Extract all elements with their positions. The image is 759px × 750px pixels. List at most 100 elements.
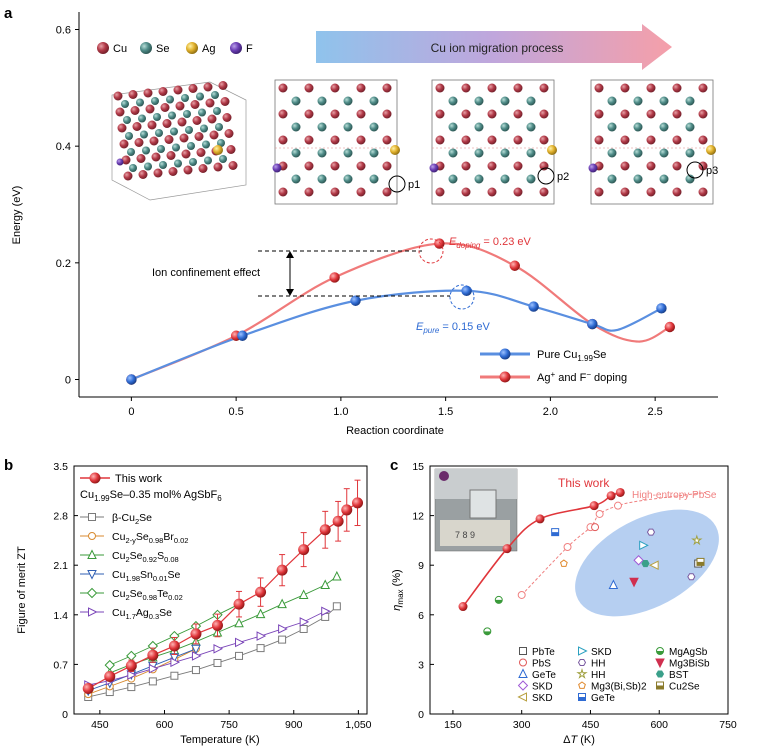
e-pure-annotation: Epure = 0.15 eV	[416, 321, 490, 335]
legend-pure-label: Pure Cu1.99Se	[537, 349, 606, 363]
c-point-mg3bisb2	[559, 559, 568, 567]
se-atom	[685, 122, 695, 132]
se-atom	[526, 148, 536, 158]
cu-atom	[194, 132, 204, 141]
cu-atom	[138, 170, 148, 179]
b-legend-label-part: Cu	[112, 588, 126, 600]
b-legend-label-part: Se	[139, 512, 152, 524]
c-legend-label: BST	[669, 670, 688, 681]
cu-atom	[672, 83, 682, 93]
a-x-axis-label: Reaction coordinate	[346, 425, 444, 437]
panel-c: c 0 3 6 9 12 15 150 300 450 600 750 ηmax (%) ΔT (…	[390, 457, 737, 746]
cu-atom	[672, 135, 682, 145]
cu-atom	[382, 135, 392, 145]
inset-photo-module	[469, 489, 497, 519]
c-high-entropy-point	[563, 543, 572, 552]
b-thiswork-point	[255, 586, 267, 598]
b-thiswork-point	[341, 504, 353, 516]
se-atom	[129, 164, 137, 172]
b-x-tick-label: 750	[220, 719, 238, 731]
cu-atom	[435, 135, 445, 145]
se-atom	[633, 148, 643, 158]
c-point-skd	[639, 540, 649, 551]
cu-atom	[461, 135, 471, 145]
cu-atom	[192, 116, 202, 125]
cu-atom	[158, 87, 168, 96]
b-legend-label-part: 0.01	[153, 574, 168, 583]
cu-atom	[382, 109, 392, 119]
b-legend-label-part: Se	[130, 550, 143, 562]
b-series-point	[298, 589, 309, 599]
structure-box	[590, 79, 714, 205]
c-legend-label: Mg3(Bi,Sb)2	[591, 682, 647, 693]
cu-atom	[228, 161, 238, 170]
cu-atom	[487, 161, 497, 171]
panel-label-c: c	[390, 457, 398, 474]
cu-atom	[594, 187, 604, 197]
c-thiswork-point	[502, 544, 512, 554]
b-legend-label-part: β-Cu	[112, 512, 135, 524]
b-series-point	[170, 657, 181, 668]
c-legend-marker-fill	[578, 697, 586, 701]
c-legend-marker	[576, 667, 588, 679]
b-thiswork-point	[298, 544, 310, 556]
inset-photo-ruler-marks: 7 8 9	[455, 530, 475, 540]
c-legend-marker	[517, 692, 527, 702]
b-thiswork-point	[125, 660, 137, 672]
b-this-work-series	[82, 479, 364, 694]
cu-atom	[220, 97, 230, 106]
se-atom	[213, 107, 221, 115]
se-atom	[291, 122, 301, 132]
cu-atom	[209, 130, 219, 140]
cu-atom	[513, 187, 523, 197]
atom-legend-f-marker	[230, 42, 242, 54]
se-atom	[291, 148, 301, 158]
cu-atom	[181, 149, 191, 159]
energy-points	[126, 238, 676, 385]
cu-atom	[487, 187, 497, 197]
a-x-tick-label: 0	[128, 406, 134, 418]
se-atom	[685, 148, 695, 158]
cu-atom	[539, 83, 549, 93]
migration-arrow: Cu ion migration process	[316, 24, 672, 70]
e-doping-annotation: Edoping = 0.23 eV	[449, 236, 531, 250]
b-series-point	[234, 617, 244, 628]
c-legend-label: SKD	[532, 693, 553, 704]
cu-atom	[356, 161, 366, 171]
se-atom	[607, 122, 617, 132]
cu-atom	[646, 135, 656, 145]
c-high-entropy-point	[613, 501, 622, 510]
cu-atom	[160, 103, 170, 112]
b-thiswork-point	[319, 524, 331, 536]
se-atom	[172, 143, 180, 152]
b-thiswork-point	[233, 598, 245, 610]
se-atom	[151, 97, 159, 105]
b-series-point	[235, 637, 245, 648]
b-legend-label-part: Ag	[136, 607, 149, 619]
confinement-arrow-head-up	[286, 251, 294, 258]
se-atom	[185, 126, 193, 134]
b-thiswork-point	[352, 497, 364, 509]
b-legend-label: β-Cu2Se	[112, 512, 152, 526]
b-series-point	[191, 651, 202, 661]
c-x-ticks: 150 300 450 600 750	[444, 710, 737, 731]
b-legend-marker	[86, 587, 98, 599]
c-point-gete	[608, 579, 619, 590]
pure-point	[528, 301, 539, 312]
se-atom	[181, 94, 189, 102]
se-atom	[659, 148, 669, 158]
cu-atom	[487, 83, 497, 93]
se-atom	[633, 174, 643, 184]
cu-atom	[115, 107, 125, 117]
pure-point	[587, 318, 598, 330]
b-thiswork-point	[82, 682, 94, 694]
cu-atom	[330, 109, 340, 119]
cu-atom	[166, 151, 176, 160]
b-legend-label-part: Se	[168, 569, 181, 581]
c-high-entropy-point	[517, 590, 526, 599]
cu-atom	[330, 187, 340, 197]
doping-point	[664, 321, 676, 333]
b-composition-label: Cu1.99Se–0.35 mol% AgSbF6	[80, 489, 222, 503]
se-atom	[187, 142, 195, 150]
cu-atom	[698, 83, 708, 93]
